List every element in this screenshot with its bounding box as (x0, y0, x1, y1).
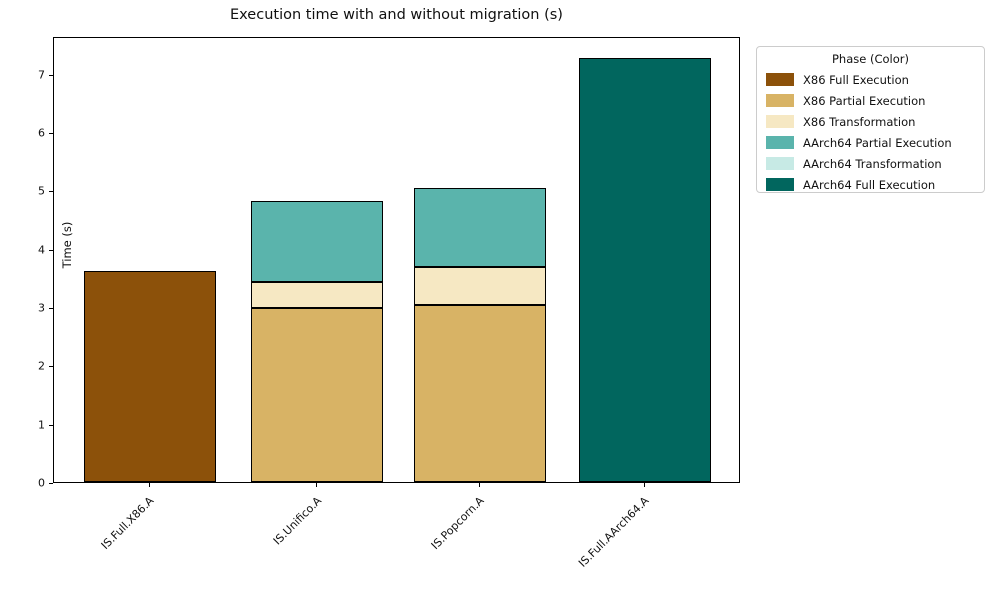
x-tick-mark (479, 483, 480, 487)
legend-label: X86 Full Execution (803, 72, 909, 87)
legend-rows: X86 Full Execution X86 Partial Execution X… (757, 69, 984, 195)
bar-segment (579, 57, 711, 482)
legend-label: AArch64 Partial Execution (803, 135, 952, 150)
legend-swatch (766, 115, 794, 128)
legend: Phase (Color) X86 Full Execution X86 Part… (756, 46, 985, 193)
legend-row: X86 Full Execution (757, 69, 984, 90)
y-tick-mark (49, 366, 53, 368)
legend-row: X86 Partial Execution (757, 90, 984, 111)
y-tick-label: 0 (38, 476, 45, 490)
y-tick-label: 6 (38, 126, 45, 140)
bar-segment (251, 308, 383, 482)
bar-segment (414, 267, 546, 305)
x-tick-mark (644, 483, 645, 487)
bar-segment (414, 304, 546, 482)
y-tick-mark (49, 191, 53, 193)
legend-swatch (766, 157, 794, 170)
bar-IS.Full.X86.A (84, 270, 216, 482)
legend-label: AArch64 Full Execution (803, 177, 936, 192)
bar-segment (84, 270, 216, 482)
bar-segment (251, 282, 383, 309)
bar-segment (414, 187, 546, 268)
y-tick-mark (49, 74, 53, 76)
bar-segment (251, 201, 383, 283)
legend-title: Phase (Color) (832, 52, 909, 66)
y-tick-label: 3 (38, 301, 45, 315)
y-axis-title: Time (s) (60, 221, 74, 269)
y-tick-mark (49, 133, 53, 135)
y-tick-label: 4 (38, 243, 45, 257)
y-tick-label: 5 (38, 184, 45, 198)
y-tick-mark (49, 483, 53, 484)
legend-swatch (766, 178, 794, 191)
legend-row: AArch64 Partial Execution (757, 132, 984, 153)
plot-area: Time (s) (53, 37, 740, 483)
bar-IS.Popcorn.A (414, 187, 546, 482)
legend-swatch (766, 73, 794, 86)
y-tick-mark (49, 249, 53, 251)
legend-row: AArch64 Full Execution (757, 174, 984, 195)
legend-swatch (766, 94, 794, 107)
x-tick-label: IS.Full.AArch64.A (576, 494, 652, 570)
x-tick-label: IS.Popcorn.A (428, 494, 487, 553)
y-tick-label: 2 (38, 359, 45, 373)
legend-row: AArch64 Transformation (757, 153, 984, 174)
legend-label: X86 Partial Execution (803, 93, 926, 108)
x-tick-mark (149, 483, 150, 487)
x-tick-label: IS.Unifico.A (270, 494, 324, 548)
legend-swatch (766, 136, 794, 149)
bar-IS.Unifico.A (251, 201, 383, 482)
x-tick-label: IS.Full.X86.A (99, 494, 157, 552)
legend-label: AArch64 Transformation (803, 156, 942, 171)
y-tick-mark (49, 424, 53, 426)
y-tick-mark (49, 308, 53, 310)
y-tick-label: 1 (38, 418, 45, 432)
chart-title: Execution time with and without migratio… (230, 7, 563, 23)
y-tick-label: 7 (38, 68, 45, 82)
legend-row: X86 Transformation (757, 111, 984, 132)
legend-label: X86 Transformation (803, 114, 916, 129)
x-tick-mark (316, 483, 317, 487)
bar-IS.Full.AArch64.A (579, 57, 711, 482)
